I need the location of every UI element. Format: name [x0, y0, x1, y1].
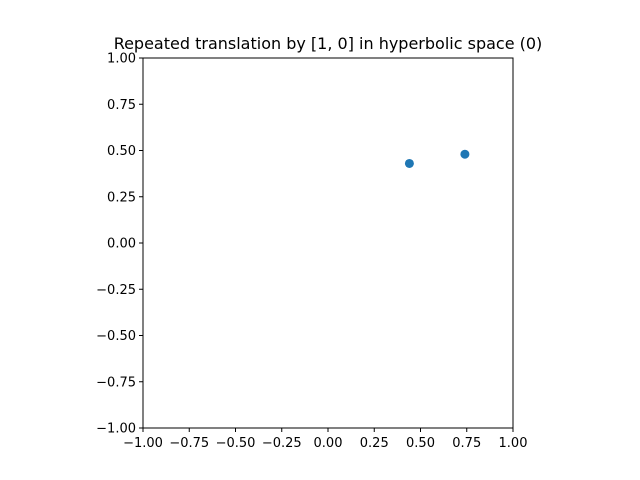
x-tick-label: −1.00: [123, 436, 163, 451]
y-tick-label: −0.25: [96, 283, 136, 298]
x-tick-label: 0.25: [360, 436, 389, 451]
x-tick-label: −0.50: [216, 436, 256, 451]
y-tick-label: 0.50: [107, 144, 136, 159]
x-tick-label: 0.00: [314, 436, 343, 451]
x-axis: −1.00 −0.75 −0.50 −0.25 0.00 0.25 0.50 0.75 1.00: [123, 428, 527, 451]
y-tick-label: 1.00: [107, 52, 136, 67]
y-tick-label: −1.00: [96, 422, 136, 437]
x-tick-label: −0.25: [262, 436, 302, 451]
data-points: [404, 149, 470, 168]
y-axis: −1.00 −0.75 −0.50 −0.25 0.00 0.25 0.50 0.75 1.00: [96, 52, 143, 437]
y-tick-label: 0.75: [107, 98, 136, 113]
scatter-point: [404, 158, 414, 168]
x-tick-label: 0.50: [406, 436, 435, 451]
x-tick-label: −0.75: [169, 436, 209, 451]
y-tick-label: −0.50: [96, 329, 136, 344]
scatter-point: [460, 149, 470, 159]
y-tick-label: 0.00: [107, 237, 136, 252]
chart-title: Repeated translation by [1, 0] in hyperb…: [114, 34, 543, 53]
x-tick-label: 1.00: [499, 436, 528, 451]
y-tick-label: −0.75: [96, 375, 136, 390]
y-tick-label: 0.25: [107, 190, 136, 205]
x-tick-label: 0.75: [452, 436, 481, 451]
